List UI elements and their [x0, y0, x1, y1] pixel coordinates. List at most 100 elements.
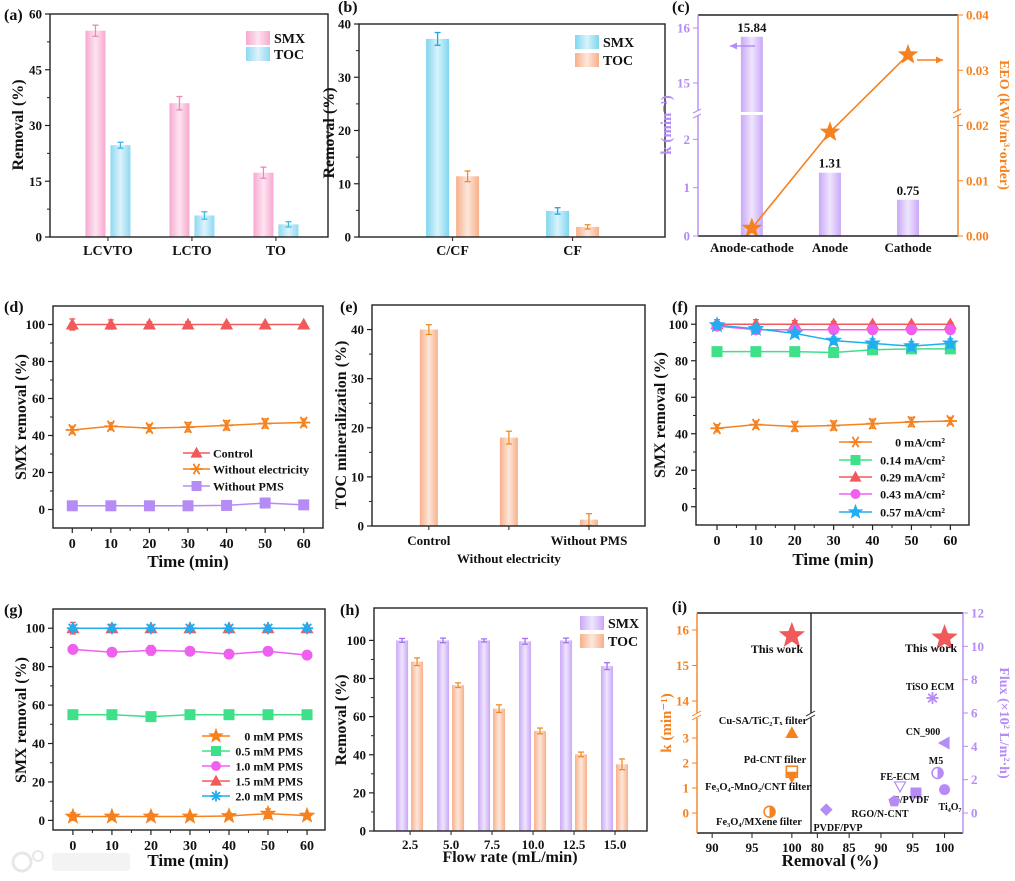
x-tick-label: LCVTO: [83, 244, 133, 259]
error-bar: [481, 638, 488, 643]
legend-label: TOC: [274, 48, 304, 63]
x-tick-label: Without PMS: [551, 533, 628, 548]
point-label: This work: [905, 641, 958, 655]
y-tick-label: 0.00: [966, 229, 989, 244]
y-tick-label: 0: [39, 502, 46, 517]
data-point: [750, 346, 762, 358]
data-point: [183, 622, 197, 635]
k-bar: [740, 36, 763, 236]
legend-marker: [211, 761, 221, 771]
scatter-point: [926, 691, 939, 705]
x-axis-label: Flow rate (mL/min): [442, 849, 577, 866]
x-tick-label: 90: [874, 840, 887, 855]
x-tick-label: Anode-cathode: [710, 240, 794, 255]
data-point: [220, 807, 238, 824]
y-tick-label: 40: [675, 426, 688, 441]
x-tick-label: 15.0: [604, 837, 627, 852]
bar-smx: [85, 30, 106, 237]
legend-marker: [849, 470, 862, 482]
legend-marker: [847, 503, 864, 519]
left-axis-arrow-icon: [730, 42, 755, 50]
bar-smx: [169, 103, 190, 237]
error-bar: [414, 657, 421, 667]
panel-c-bar-line-chart: 15.84 1.31 0.75 0 1 2 15 16 0.00 0.01 0.02 0.03 0.04…: [659, 8, 1011, 256]
panel-f-line-chart: 0 20 40 60 80 100 0 10 20 30 40 50 60 SMX removal (%)…: [652, 305, 970, 569]
data-point: [904, 415, 919, 429]
y-tick-label: 1: [684, 180, 691, 195]
x-tick-label: 80: [811, 840, 824, 855]
y-tick-label: 80: [353, 671, 366, 686]
legend: 0 mA/cm² 0.14 mA/cm² 0.29 mA/cm² 0.43 mA/cm…: [839, 436, 945, 520]
scatter-point: [939, 784, 951, 796]
legend-marker: [191, 481, 202, 491]
y-axis-label: TOC mineralization (%): [333, 341, 350, 510]
legend-label: SMX: [603, 36, 634, 51]
x-tick-label: 20: [144, 839, 158, 854]
y-tick-label: 20: [32, 465, 45, 480]
legend-marker: [208, 727, 224, 743]
y-tick-label: 0: [971, 806, 978, 821]
error-bar: [176, 95, 183, 111]
data-point: [105, 622, 118, 635]
data-point: [142, 317, 156, 330]
x-tick-label: 60: [943, 534, 957, 549]
data-point: [103, 807, 121, 824]
point-label: Pd-CNT filter: [744, 755, 807, 766]
y-tick-label: 0: [36, 230, 43, 245]
x-tick-label: 30: [183, 839, 197, 854]
axis-break-mark: [691, 710, 702, 717]
data-point: [142, 807, 160, 824]
error-bar: [425, 323, 432, 336]
y-tick-label: 0: [39, 813, 46, 828]
data-point: [864, 334, 881, 351]
panel-label-b: (b): [338, 0, 358, 16]
x-tick-label: 50: [904, 534, 918, 549]
scatter-point: [785, 726, 799, 739]
scatter-point: [819, 803, 833, 817]
legend-swatch: [580, 616, 604, 630]
bar-smx: [519, 641, 532, 831]
legend: SMX TOC: [575, 35, 634, 69]
y-tick-label: 16: [677, 21, 691, 36]
y-tick-label: 40: [338, 17, 351, 32]
data-point: [941, 334, 959, 351]
series-2: [67, 643, 313, 661]
y-tick-label: 10: [338, 176, 351, 191]
data-point: [181, 317, 195, 330]
y-axis-label-right: Flux (×10² L/m²·h): [996, 667, 1011, 779]
data-point: [67, 643, 79, 655]
axis-break-mark: [692, 108, 702, 114]
y-axis-label-left: k (min⁻¹): [659, 693, 675, 753]
y-tick-label: 30: [338, 70, 351, 85]
data-point: [301, 649, 313, 661]
eeo-point: [819, 121, 841, 141]
x-tick-label: 10: [104, 537, 118, 552]
data-point: [65, 423, 79, 437]
eeo-point: [897, 43, 919, 64]
plot-frame: [373, 607, 648, 832]
x-tick-label: 90: [706, 840, 719, 855]
x-tick-label: 85: [843, 840, 857, 855]
x-tick-label: 10: [105, 839, 119, 854]
scatter-point: [931, 624, 958, 650]
data-point: [66, 622, 79, 635]
data-point: [142, 421, 157, 435]
y-tick-label: 0.04: [966, 8, 989, 23]
panel-h-bar-chart: 0 20 40 60 80 100 2.5 5.0 7.5 10.0 12.5 15.0 Removal…: [333, 607, 648, 866]
eeo-point: [741, 217, 763, 238]
y-tick-label: 6: [971, 706, 978, 721]
axis-break: [694, 111, 702, 116]
legend-label: 0.43 mA/cm²: [880, 488, 945, 502]
x-axis-label: Removal (%): [782, 851, 879, 870]
data-point: [65, 317, 79, 330]
x-tick-label: Anode: [812, 240, 848, 255]
x-tick-label: 12.5: [563, 837, 586, 852]
y-tick-label: 100: [26, 317, 46, 332]
x-tick-label: 2.5: [402, 837, 419, 852]
data-point: [867, 344, 879, 356]
y-tick-label: 20: [675, 463, 688, 478]
data-point: [788, 420, 802, 433]
x-tick-label: 0: [69, 839, 76, 854]
x-tick-label: 50: [261, 839, 275, 854]
y-tick-label: 3: [683, 731, 690, 746]
